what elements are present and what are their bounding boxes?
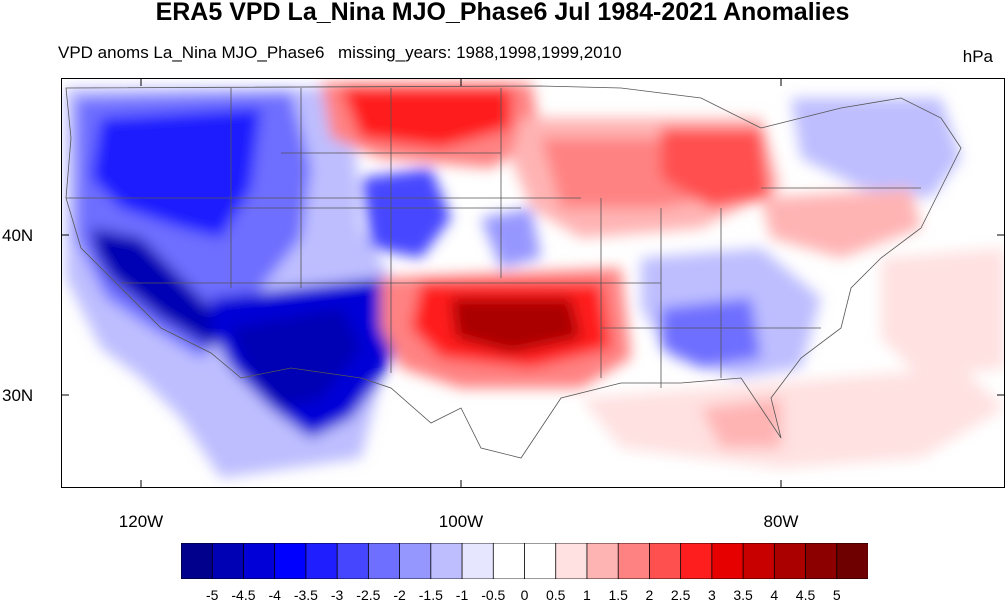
colorbar-tick-label: -2.5 bbox=[356, 587, 381, 603]
colorbar-swatch bbox=[586, 543, 619, 579]
colorbar-swatch bbox=[742, 543, 776, 579]
colorbar-swatch bbox=[555, 543, 588, 579]
colorbar-tick-label: -4.5 bbox=[231, 587, 256, 603]
lon-label-120w: 120W bbox=[118, 512, 164, 531]
colorbar-tick-label: -2 bbox=[393, 587, 406, 603]
colorbar-tick-label: 2.5 bbox=[670, 587, 691, 603]
colorbar-tick-label: 1 bbox=[583, 587, 591, 603]
colorbar-swatch bbox=[461, 543, 494, 579]
colorbar-tick-label: 4 bbox=[770, 587, 779, 603]
colorbar-tick-label: 1.5 bbox=[608, 587, 628, 603]
subtitle-center: missing_years: 1988,1998,1999,2010 bbox=[338, 43, 622, 62]
map-panel bbox=[61, 78, 1005, 488]
colorbar-tick-label: 0.5 bbox=[545, 587, 566, 603]
map-title: ERA5 VPD La_Nina MJO_Phase6 Jul 1984-202… bbox=[155, 0, 850, 26]
anomaly-southern-plains-core bbox=[451, 298, 581, 353]
us-outline bbox=[65, 85, 962, 459]
colorbar-tick-label: -1 bbox=[455, 587, 469, 603]
anomaly-kansas bbox=[481, 208, 541, 268]
lon-label-100w: 100W bbox=[438, 512, 484, 531]
anomaly-southwest-core bbox=[231, 308, 361, 408]
colorbar-tick-label: -3 bbox=[330, 587, 344, 603]
lat-gridlines bbox=[61, 78, 1005, 488]
colorbar-swatch bbox=[367, 543, 401, 579]
lat-label-30n: 30N bbox=[2, 386, 34, 405]
colorbar-swatch bbox=[680, 543, 713, 579]
colorbar-tick-label: 3.5 bbox=[733, 587, 753, 603]
colorbar-tick-label: -3.5 bbox=[293, 587, 318, 603]
anomaly-northeast bbox=[791, 98, 961, 198]
lat-label-40n: 40N bbox=[2, 226, 34, 245]
colorbar-swatch bbox=[773, 543, 807, 579]
colorbar-tick-label: 2 bbox=[645, 587, 654, 603]
units-label: hPa bbox=[962, 47, 993, 66]
colorbar-tick-label: -0.5 bbox=[481, 587, 506, 603]
colorbar-swatch bbox=[274, 543, 307, 579]
colorbar-swatch bbox=[805, 543, 838, 579]
colorbar-tick-label: 3 bbox=[707, 587, 716, 603]
anomaly-pnw-strong bbox=[91, 108, 261, 238]
colorbar-swatch bbox=[430, 543, 463, 579]
colorbar-tick-label: 4.5 bbox=[795, 587, 816, 603]
state-boundaries bbox=[65, 85, 962, 459]
colorbar-swatch bbox=[649, 543, 682, 579]
colorbar-swatch bbox=[524, 543, 557, 579]
anomaly-field bbox=[66, 83, 1005, 478]
colorbar-tick-label: -5 bbox=[205, 587, 219, 603]
colorbar-swatch bbox=[305, 543, 338, 579]
anomaly-midatlantic bbox=[761, 188, 921, 258]
anomaly-florida bbox=[701, 398, 781, 448]
colorbar-tick-label: -4 bbox=[268, 587, 281, 603]
anomaly-california bbox=[91, 228, 231, 348]
colorbar bbox=[181, 543, 868, 579]
anomaly-atlantic bbox=[881, 248, 1005, 378]
anomaly-gulf-florida bbox=[581, 368, 1005, 468]
colorbar-swatch bbox=[492, 543, 526, 579]
colorbar-swatch bbox=[181, 543, 213, 579]
subtitle-left: VPD anoms La_Nina MJO_Phase6 bbox=[58, 43, 325, 62]
anomaly-colorado bbox=[361, 168, 451, 258]
anomaly-southeast-core bbox=[661, 298, 761, 368]
colorbar-tick-label: -1.5 bbox=[418, 587, 443, 603]
anomaly-northern-plains-core bbox=[341, 88, 511, 148]
colorbar-swatch bbox=[399, 543, 432, 579]
colorbar-swatch bbox=[336, 543, 370, 579]
colorbar-swatch bbox=[711, 543, 744, 579]
colorbar-swatch bbox=[211, 543, 245, 579]
colorbar-swatch bbox=[617, 543, 651, 579]
colorbar-swatch bbox=[836, 543, 868, 579]
colorbar-tick-label: 5 bbox=[832, 587, 841, 603]
colorbar-tick-label: 0 bbox=[520, 587, 529, 603]
lon-label-80w: 80W bbox=[763, 512, 799, 531]
colorbar-swatch bbox=[243, 543, 276, 579]
anomaly-great-lakes bbox=[661, 128, 771, 208]
